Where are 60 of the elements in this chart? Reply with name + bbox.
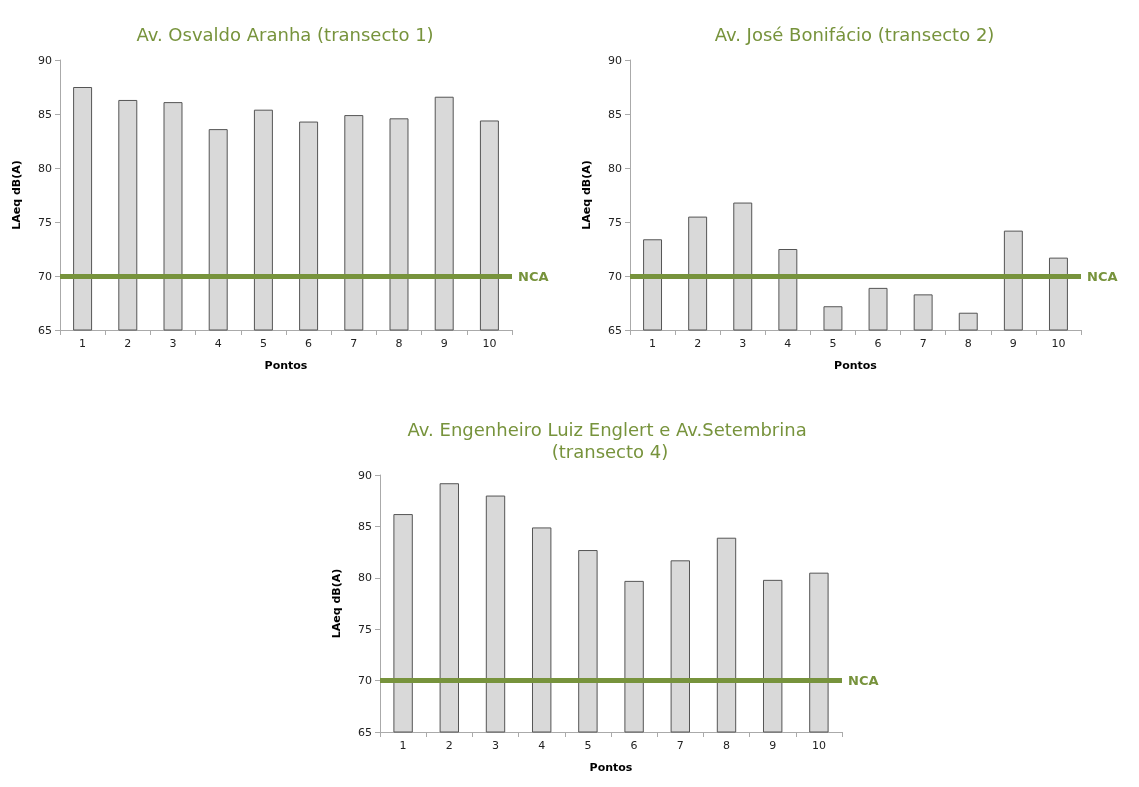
x-tick-label: 4 xyxy=(784,337,792,350)
y-tick-label: 85 xyxy=(38,107,52,121)
y-tick-label: 70 xyxy=(38,269,52,283)
x-tick-label: 1 xyxy=(79,337,87,350)
x-tick-label: 2 xyxy=(124,337,132,350)
x-tick-label: 6 xyxy=(630,739,638,752)
y-tick-label: 65 xyxy=(608,323,622,337)
y-axis-title: LAeq dB(A) xyxy=(330,568,343,639)
ref-line-label: NCA xyxy=(848,673,879,689)
x-tick-label: 6 xyxy=(874,337,882,350)
y-tick-label: 75 xyxy=(358,622,372,636)
x-tick-label: 4 xyxy=(538,739,546,752)
x-tick-label: 5 xyxy=(259,337,267,350)
x-tick-label: 4 xyxy=(214,337,222,350)
y-tick-label: 80 xyxy=(608,161,622,175)
y-tick-label: 70 xyxy=(358,674,372,688)
x-tick-label: 7 xyxy=(676,739,684,752)
x-tick-label: 9 xyxy=(440,337,448,350)
y-tick-label: 70 xyxy=(608,269,622,283)
x-tick-label: 1 xyxy=(649,337,657,350)
x-tick-label: 6 xyxy=(305,337,313,350)
x-tick-label: 9 xyxy=(1009,337,1017,350)
y-tick-label: 90 xyxy=(38,53,52,67)
y-tick-label: 90 xyxy=(358,468,372,482)
x-tick-label: 10 xyxy=(1051,337,1066,350)
y-tick-label: 85 xyxy=(608,107,622,121)
y-tick-label: 90 xyxy=(608,53,622,67)
y-tick-label: 85 xyxy=(358,519,372,533)
x-tick-label: 8 xyxy=(964,337,972,350)
chart-title: Av. Engenheiro Luiz Englert e Av.Setembrina (transecto 4) xyxy=(407,418,813,462)
y-tick-label: 80 xyxy=(358,571,372,585)
x-tick-label: 3 xyxy=(169,337,177,350)
x-tick-label: 3 xyxy=(492,739,499,752)
x-tick-label: 5 xyxy=(829,337,837,350)
x-axis-title: Pontos xyxy=(264,359,308,372)
y-tick-label: 75 xyxy=(608,215,622,229)
x-tick-label: 3 xyxy=(739,337,747,350)
chart-title: Av. José Bonifácio (transecto 2) xyxy=(714,23,995,45)
x-tick-label: 1 xyxy=(399,739,407,752)
x-axis-title: Pontos xyxy=(589,761,633,774)
x-tick-label: 2 xyxy=(445,739,453,752)
y-tick-label: 65 xyxy=(358,725,372,739)
ref-line-label: NCA xyxy=(1087,268,1118,284)
y-axis-title: LAeq dB(A) xyxy=(580,160,593,230)
x-tick-label: 9 xyxy=(769,739,777,752)
x-tick-label: 7 xyxy=(350,337,358,350)
y-tick-label: 65 xyxy=(38,323,52,337)
x-tick-label: 10 xyxy=(482,337,497,350)
y-tick-label: 75 xyxy=(38,215,52,229)
x-tick-label: 2 xyxy=(694,337,702,350)
chart-title: Av. Osvaldo Aranha (transecto 1) xyxy=(136,23,434,45)
x-tick-label: 10 xyxy=(811,739,826,752)
x-tick-label: 7 xyxy=(919,337,927,350)
y-tick-label: 80 xyxy=(38,161,52,175)
x-tick-label: 8 xyxy=(723,739,730,752)
x-tick-label: 5 xyxy=(584,739,592,752)
x-axis-title: Pontos xyxy=(834,359,878,372)
y-axis-title: LAeq dB(A) xyxy=(10,160,23,230)
ref-line-label: NCA xyxy=(518,268,549,284)
x-tick-label: 8 xyxy=(395,337,403,350)
